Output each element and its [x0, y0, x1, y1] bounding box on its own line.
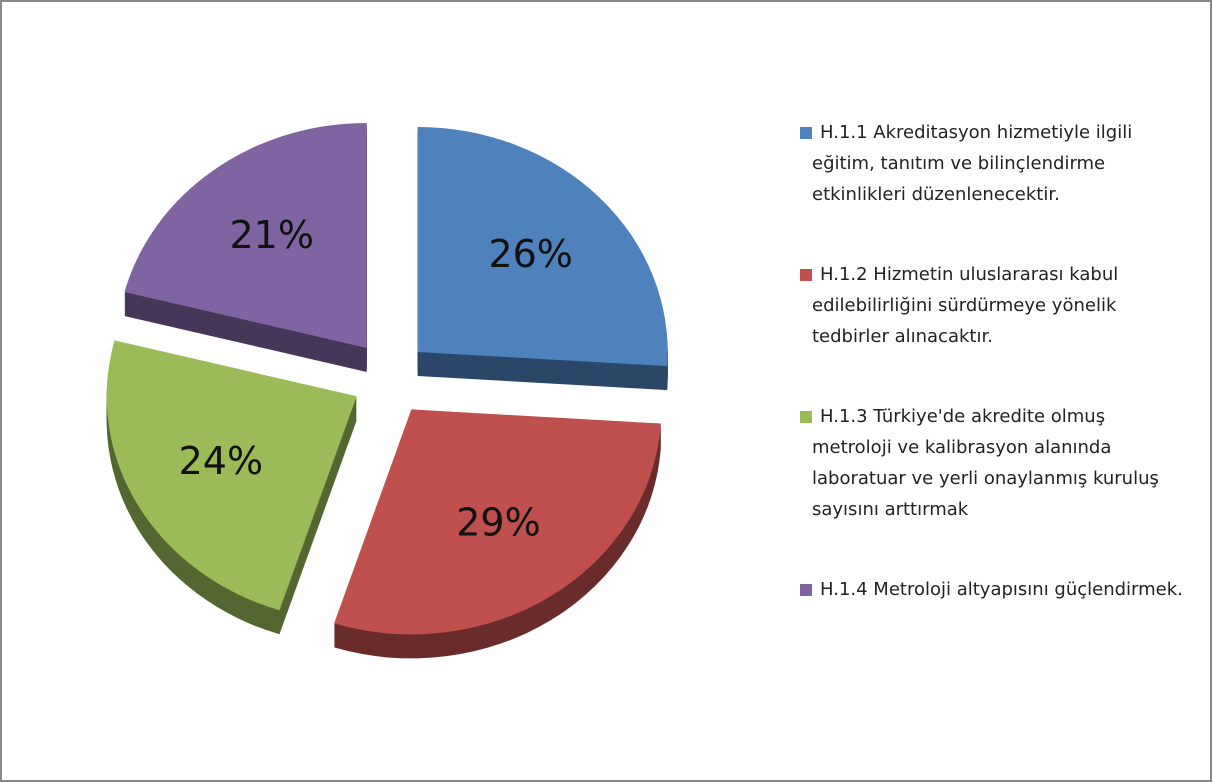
legend-label: H.1.2 Hizmetin uluslararası kabul edilebi… [812, 264, 1118, 347]
slice [124, 122, 367, 348]
slice [417, 126, 668, 367]
legend-label: H.1.4 Metroloji altyapısını güçlendirmek… [820, 579, 1183, 600]
legend-swatch [800, 411, 812, 423]
legend-swatch [800, 269, 812, 281]
data-label: 24% [179, 439, 263, 483]
slice [334, 409, 661, 635]
legend-label: H.1.3 Türkiye'de akredite olmuş metroloji… [812, 406, 1159, 520]
data-label: 29% [456, 500, 540, 544]
legend-swatch [800, 584, 812, 596]
slice [106, 340, 357, 611]
data-label: 21% [229, 213, 313, 257]
legend-swatch [800, 127, 812, 139]
legend-label: H.1.1 Akreditasyon hizmetiyle ilgili eğit… [812, 122, 1132, 205]
data-label: 26% [488, 232, 572, 276]
